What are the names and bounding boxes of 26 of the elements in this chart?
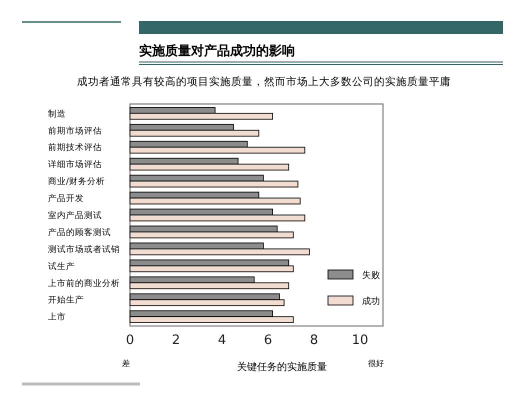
x-axis-title: 关键任务的实施质量 <box>237 361 327 373</box>
y-tick-label: 室内产品测试 <box>48 210 102 221</box>
x-tick-label: 6 <box>264 333 272 348</box>
chart-subtitle: 成功者通常具有较高的项目实施质量，然而市场上大多数公司的实施质量平庸 <box>77 75 451 88</box>
y-tick-label: 详细市场评估 <box>48 159 102 170</box>
y-tick-label: 商业/财务分析 <box>48 176 105 188</box>
y-tick-label: 制造 <box>48 108 66 120</box>
legend-label: 成功 <box>362 296 380 307</box>
y-tick-label: 前期市场评估 <box>48 125 102 136</box>
x-tick-label: 10 <box>352 333 368 348</box>
y-tick-label: 上市前的商业分析 <box>48 278 120 289</box>
chart-title: 实施质量对产品成功的影响 <box>139 43 295 59</box>
x-tick-label: 4 <box>218 333 226 348</box>
legend-label: 失败 <box>362 270 380 281</box>
x-tick-label: 2 <box>172 333 180 348</box>
y-tick-label: 测试市场或者试销 <box>48 244 120 255</box>
y-tick-label: 产品开发 <box>48 193 84 204</box>
y-tick-label: 试生产 <box>48 260 75 272</box>
text: 很好 <box>368 359 384 368</box>
text: 差 <box>122 359 130 368</box>
y-tick-label: 开始生产 <box>48 294 84 306</box>
y-tick-label: 上市 <box>48 312 66 323</box>
x-tick-label: 8 <box>310 333 318 348</box>
y-tick-label: 前期技术评估 <box>48 142 102 154</box>
x-tick-label: 0 <box>126 333 134 348</box>
y-tick-label: 产品的顾客测试 <box>48 226 111 238</box>
